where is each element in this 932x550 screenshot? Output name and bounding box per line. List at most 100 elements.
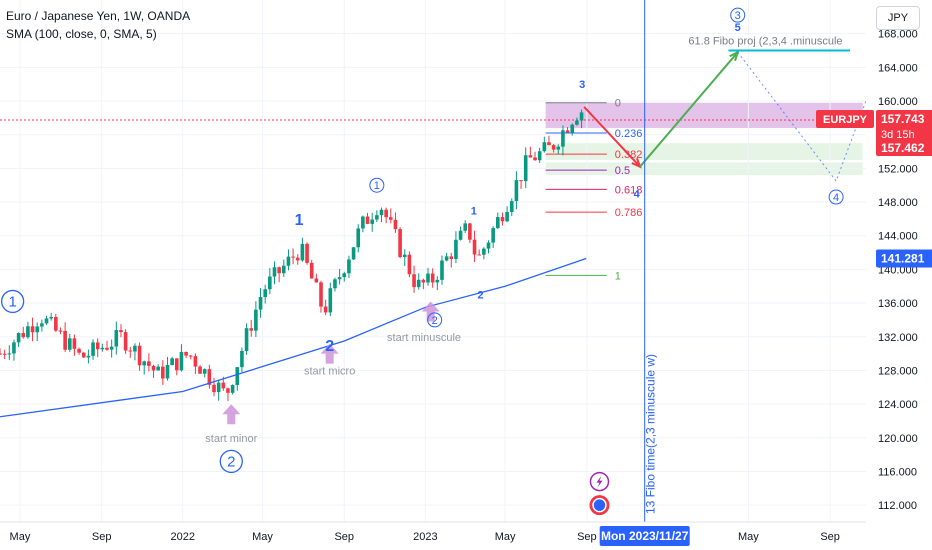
candle[interactable] xyxy=(430,273,435,283)
candle[interactable] xyxy=(579,112,584,121)
price-axis[interactable]: 112.000 116.000 120.000 124.000 128.000 132.0… xyxy=(816,0,932,550)
candle[interactable] xyxy=(402,254,407,258)
symbol-badge[interactable] xyxy=(816,110,874,129)
currency-button[interactable]: JPY xyxy=(876,6,920,30)
candle[interactable] xyxy=(123,332,128,351)
candle[interactable] xyxy=(258,297,263,310)
candlestick-series[interactable] xyxy=(0,109,584,401)
candle[interactable] xyxy=(463,223,468,231)
candle[interactable] xyxy=(268,276,272,290)
candle[interactable] xyxy=(67,338,72,350)
candle[interactable] xyxy=(105,347,109,350)
candle[interactable] xyxy=(514,180,519,202)
candle[interactable] xyxy=(375,215,379,220)
candle[interactable] xyxy=(561,130,565,147)
candle[interactable] xyxy=(184,351,188,356)
candle[interactable] xyxy=(491,228,495,243)
candle[interactable] xyxy=(468,223,472,240)
candle[interactable] xyxy=(542,142,547,152)
candle[interactable] xyxy=(477,254,481,256)
candle[interactable] xyxy=(537,151,542,161)
candle[interactable] xyxy=(398,229,402,258)
candle[interactable] xyxy=(351,247,356,260)
candle[interactable] xyxy=(342,273,347,278)
candle[interactable] xyxy=(300,243,305,261)
candle[interactable] xyxy=(235,367,240,386)
sma-line[interactable] xyxy=(0,257,587,418)
candle[interactable] xyxy=(174,358,179,371)
candle[interactable] xyxy=(16,333,21,343)
candle[interactable] xyxy=(156,366,160,371)
candle[interactable] xyxy=(230,385,235,393)
candle[interactable] xyxy=(147,361,151,366)
candle[interactable] xyxy=(44,318,49,324)
candle[interactable] xyxy=(407,254,412,275)
candle[interactable] xyxy=(2,353,7,355)
candle[interactable] xyxy=(0,353,2,355)
sma-price-badge[interactable] xyxy=(876,249,932,268)
candle[interactable] xyxy=(556,146,561,150)
candle[interactable] xyxy=(263,289,267,298)
candle[interactable] xyxy=(151,365,156,371)
time-axis[interactable]: May Sep 2022 May Sep 2023 May Sep May Sep Mon 2023… xyxy=(0,521,932,550)
candle[interactable] xyxy=(212,384,216,393)
candle[interactable] xyxy=(458,230,463,240)
candle[interactable] xyxy=(365,216,370,224)
candle[interactable] xyxy=(314,278,319,283)
candle[interactable] xyxy=(384,209,388,218)
candle[interactable] xyxy=(165,365,170,379)
candle[interactable] xyxy=(95,342,100,350)
candle[interactable] xyxy=(72,338,77,349)
candle[interactable] xyxy=(12,342,16,354)
candle[interactable] xyxy=(35,326,40,333)
candle[interactable] xyxy=(86,355,91,358)
candle[interactable] xyxy=(221,382,226,389)
candle[interactable] xyxy=(188,355,193,357)
candle[interactable] xyxy=(281,265,286,274)
candle[interactable] xyxy=(91,342,95,356)
candle[interactable] xyxy=(337,277,342,280)
candle[interactable] xyxy=(575,120,579,125)
candle[interactable] xyxy=(58,330,63,332)
candle[interactable] xyxy=(295,257,300,261)
candle[interactable] xyxy=(49,316,53,319)
candle[interactable] xyxy=(426,273,430,283)
candle[interactable] xyxy=(161,366,165,379)
candle[interactable] xyxy=(416,279,421,288)
candle[interactable] xyxy=(454,239,458,259)
candle[interactable] xyxy=(179,351,184,371)
candle[interactable] xyxy=(347,259,351,274)
candle[interactable] xyxy=(272,267,277,277)
candle[interactable] xyxy=(240,351,244,368)
candle[interactable] xyxy=(216,382,221,393)
candle[interactable] xyxy=(393,219,398,230)
candle[interactable] xyxy=(81,352,86,358)
candle[interactable] xyxy=(277,267,281,274)
chart-icons[interactable] xyxy=(589,471,610,516)
candle[interactable] xyxy=(244,328,249,352)
candle[interactable] xyxy=(286,256,291,266)
candle[interactable] xyxy=(109,346,114,350)
candle[interactable] xyxy=(505,211,509,222)
candle[interactable] xyxy=(54,316,58,331)
candle[interactable] xyxy=(356,228,361,248)
time-label-badge[interactable] xyxy=(599,526,690,546)
candle[interactable] xyxy=(388,217,393,220)
candle[interactable] xyxy=(486,242,491,249)
candle[interactable] xyxy=(412,274,416,288)
candle[interactable] xyxy=(193,356,198,367)
candle[interactable] xyxy=(482,248,486,255)
candle[interactable] xyxy=(114,330,119,347)
candle[interactable] xyxy=(202,369,207,374)
candle[interactable] xyxy=(26,326,30,338)
candle[interactable] xyxy=(170,358,174,366)
candle[interactable] xyxy=(30,326,35,333)
candle[interactable] xyxy=(421,279,426,283)
candle[interactable] xyxy=(528,155,533,158)
candle[interactable] xyxy=(63,330,67,350)
candle[interactable] xyxy=(291,256,295,258)
candle[interactable] xyxy=(7,353,12,355)
candle[interactable] xyxy=(119,330,123,333)
candle[interactable] xyxy=(137,345,142,366)
